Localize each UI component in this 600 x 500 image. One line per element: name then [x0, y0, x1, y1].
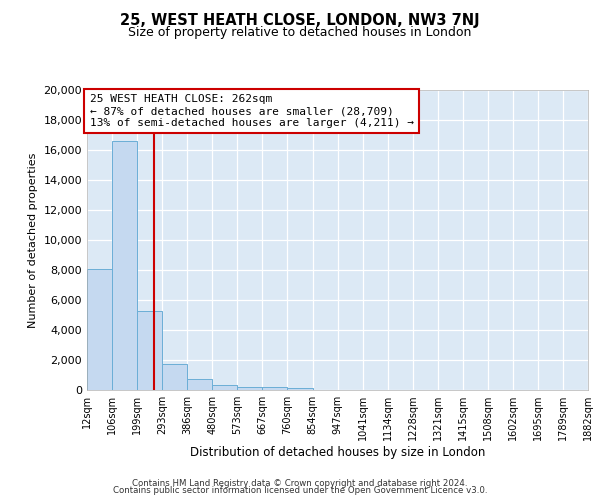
X-axis label: Distribution of detached houses by size in London: Distribution of detached houses by size …: [190, 446, 485, 459]
Bar: [137, 310, 162, 390]
Text: Contains HM Land Registry data © Crown copyright and database right 2024.: Contains HM Land Registry data © Crown c…: [132, 478, 468, 488]
Bar: [212, 385, 238, 390]
Bar: [238, 386, 262, 390]
Y-axis label: Number of detached properties: Number of detached properties: [28, 152, 38, 328]
Bar: [262, 388, 287, 390]
Bar: [87, 268, 112, 390]
Text: 25 WEST HEATH CLOSE: 262sqm
← 87% of detached houses are smaller (28,709)
13% of: 25 WEST HEATH CLOSE: 262sqm ← 87% of det…: [89, 94, 413, 128]
Bar: [287, 388, 313, 390]
Text: Contains public sector information licensed under the Open Government Licence v3: Contains public sector information licen…: [113, 486, 487, 495]
Text: 25, WEST HEATH CLOSE, LONDON, NW3 7NJ: 25, WEST HEATH CLOSE, LONDON, NW3 7NJ: [120, 12, 480, 28]
Bar: [112, 141, 137, 390]
Bar: [162, 364, 187, 390]
Text: Size of property relative to detached houses in London: Size of property relative to detached ho…: [128, 26, 472, 39]
Bar: [187, 379, 212, 390]
